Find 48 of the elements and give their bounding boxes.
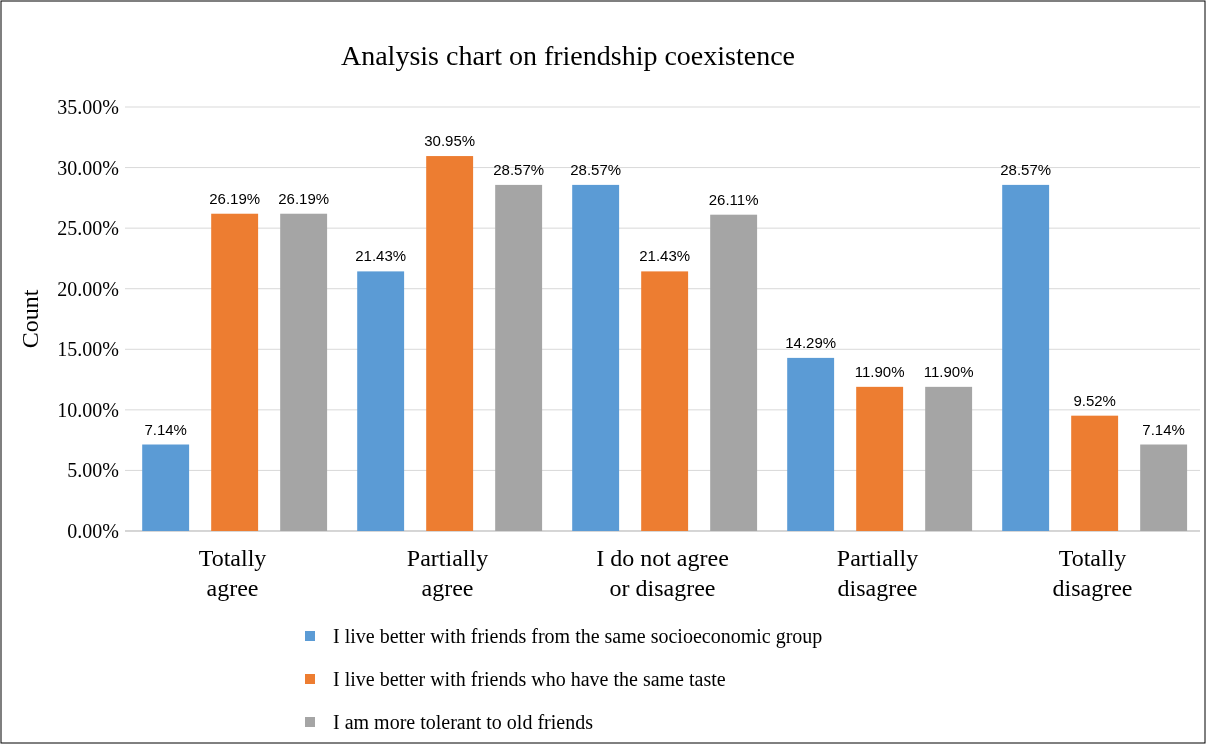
data-label: 11.90% [854, 362, 905, 380]
x-tick-label: Totally disagree [1052, 545, 1133, 601]
data-label: 28.57% [1000, 160, 1052, 178]
bar [211, 213, 259, 531]
x-tick-label: Partially agree [406, 545, 489, 601]
bar [1002, 184, 1050, 531]
bar [1071, 415, 1119, 531]
bar [280, 213, 328, 531]
bar [641, 271, 689, 531]
chart-title: Analysis chart on friendship coexistence [340, 40, 796, 71]
y-tick-label: 5.00% [67, 459, 119, 482]
bar [710, 214, 758, 531]
data-label: 14.29% [785, 333, 837, 351]
bar [572, 184, 620, 531]
bar [357, 271, 405, 531]
y-tick-label: 20.00% [57, 277, 119, 300]
y-tick-label: 25.00% [57, 217, 119, 240]
bar [426, 156, 474, 531]
x-tick-label: Partially disagree [836, 545, 919, 601]
legend-label: I am more tolerant to old friends [333, 711, 594, 733]
data-label: 28.57% [493, 160, 545, 178]
y-tick-label: 10.00% [57, 398, 119, 421]
bar [142, 444, 190, 531]
legend-label: I live better with friends who have the same taste [333, 668, 726, 690]
bar [856, 386, 904, 531]
data-label: 9.52% [1073, 391, 1116, 409]
data-label: 11.90% [923, 362, 974, 380]
data-label: 7.14% [144, 420, 187, 438]
data-label: 30.95% [424, 132, 476, 150]
data-label: 7.14% [1142, 420, 1185, 438]
legend-label: I live better with friends from the same socioeconomic group [333, 625, 823, 648]
bar [787, 357, 835, 531]
data-label: 21.43% [639, 247, 691, 265]
bar [495, 184, 543, 531]
bar [1140, 444, 1188, 531]
y-tick-label: 0.00% [67, 520, 119, 542]
x-tick-label: I do not agree or disagree [596, 545, 729, 601]
data-label: 26.19% [209, 189, 261, 207]
y-axis-title: Count [17, 289, 43, 349]
data-label: 21.43% [355, 247, 407, 265]
y-tick-label: 35.00% [57, 96, 119, 118]
y-tick-label: 15.00% [57, 338, 119, 361]
y-tick-label: 30.00% [57, 156, 119, 179]
data-label: 26.19% [278, 189, 330, 207]
data-label: 26.11% [708, 190, 759, 208]
bar [925, 386, 973, 531]
x-tick-label: Totally agree [198, 545, 267, 601]
data-label: 28.57% [570, 160, 622, 178]
